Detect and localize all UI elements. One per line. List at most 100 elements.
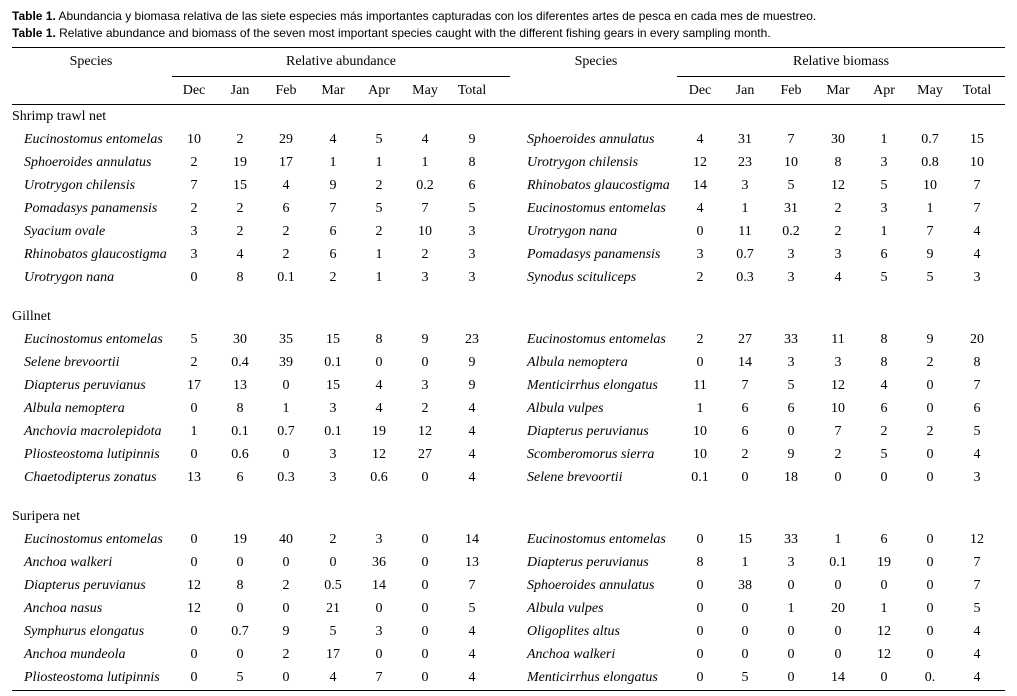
cell-value: 5 (880, 447, 888, 462)
cell-value: 15 (326, 332, 340, 347)
cell-value: 5 (973, 424, 981, 439)
cell-value: 1 (880, 132, 888, 147)
cell-value: 4 (421, 132, 429, 147)
cell-value: 9 (329, 178, 337, 193)
caption-label: Table 1. (12, 9, 56, 23)
cell-value: 1 (375, 247, 383, 262)
month-header: Apr (368, 83, 390, 98)
cell-value: 7 (468, 578, 476, 593)
species-name: Sphoeroides annulatus (24, 155, 152, 170)
cell-value: 10 (693, 447, 707, 462)
cell-value: 12 (418, 424, 432, 439)
cell-value: 6 (236, 470, 244, 485)
cell-value: 19 (877, 555, 891, 570)
cell-value: 9 (282, 624, 290, 639)
cell-value: 5 (741, 670, 749, 685)
cell-value: 2 (696, 270, 704, 285)
cell-value: 9 (421, 332, 429, 347)
cell-value: 5 (468, 601, 476, 616)
cell-value: 12 (831, 378, 845, 393)
species-name: Diapterus peruvianus (527, 555, 649, 570)
cell-value: 0 (880, 470, 888, 485)
cell-value: 5 (236, 670, 244, 685)
species-name: Sphoeroides annulatus (527, 578, 655, 593)
species-name: Menticirrhus elongatus (527, 670, 658, 685)
cell-value: 4 (375, 378, 383, 393)
cell-value: 23 (738, 155, 752, 170)
cell-value: 0.6 (370, 470, 388, 485)
cell-value: 27 (418, 447, 432, 462)
species-name: Diapterus peruvianus (24, 378, 146, 393)
cell-value: 0 (834, 647, 842, 662)
cell-value: 8 (696, 555, 704, 570)
cell-value: 14 (738, 355, 752, 370)
cell-value: 0 (421, 670, 429, 685)
cell-value: 3 (834, 355, 842, 370)
cell-value: 31 (738, 132, 752, 147)
cell-value: 0 (421, 647, 429, 662)
cell-value: 3 (468, 270, 476, 285)
cell-value: 7 (375, 670, 383, 685)
cell-value: 0 (236, 601, 244, 616)
species-name: Scomberomorus sierra (527, 447, 655, 462)
species-name: Anchoa nasus (24, 601, 103, 616)
cell-value: 2 (236, 201, 244, 216)
month-header: Total (962, 83, 992, 98)
cell-value: 3 (880, 155, 888, 170)
cell-value: 2 (834, 201, 842, 216)
species-name: Albula nemoptera (527, 355, 628, 370)
cell-value: 10 (784, 155, 798, 170)
cell-value: 3 (787, 555, 795, 570)
cell-value: 12 (187, 578, 201, 593)
cell-value: 0.2 (416, 178, 434, 193)
cell-value: 7 (973, 201, 981, 216)
cell-value: 9 (468, 132, 476, 147)
cell-value: 8 (468, 155, 476, 170)
cell-value: 0 (787, 670, 795, 685)
cell-value: 4 (468, 624, 476, 639)
cell-value: 0.8 (921, 155, 939, 170)
cell-value: 0.5 (324, 578, 342, 593)
cell-value: 0.3 (736, 270, 754, 285)
cell-value: 14 (465, 532, 479, 547)
month-header: Mar (826, 83, 850, 98)
cell-value: 0 (787, 578, 795, 593)
cell-value: 4 (329, 670, 337, 685)
cell-value: 3 (329, 470, 337, 485)
cell-value: 0 (329, 555, 337, 570)
cell-value: 0 (787, 624, 795, 639)
cell-value: 4 (973, 624, 981, 639)
cell-value: 0 (741, 601, 749, 616)
cell-value: 5 (787, 178, 795, 193)
cell-value: 0 (190, 401, 198, 416)
group-header: Relative abundance (285, 54, 397, 69)
cell-value: 7 (973, 378, 981, 393)
cell-value: 2 (282, 578, 290, 593)
cell-value: 3 (375, 624, 383, 639)
cell-value: 0 (190, 270, 198, 285)
cell-value: 15 (738, 532, 752, 547)
cell-value: 14 (831, 670, 845, 685)
cell-value: 8 (880, 332, 888, 347)
cell-value: 1 (741, 555, 749, 570)
caption-en: Table 1. Relative abundance and biomass … (12, 26, 771, 40)
cell-value: 0 (926, 624, 934, 639)
cell-value: 0.7 (231, 624, 249, 639)
cell-value: 0.1 (324, 355, 342, 370)
cell-value: 8 (236, 401, 244, 416)
cell-value: 12 (877, 647, 891, 662)
cell-value: 0.1 (277, 270, 295, 285)
month-header: Apr (873, 83, 895, 98)
cell-value: 1 (375, 270, 383, 285)
cell-value: 30 (831, 132, 845, 147)
cell-value: 14 (693, 178, 707, 193)
cell-value: 38 (738, 578, 752, 593)
cell-value: 2 (190, 155, 198, 170)
species-name: Oligoplites altus (527, 624, 620, 639)
species-name: Eucinostomus entomelas (24, 132, 163, 147)
cell-value: 6 (741, 424, 749, 439)
cell-value: 3 (190, 247, 198, 262)
cell-value: 1 (880, 601, 888, 616)
cell-value: 2 (421, 247, 429, 262)
cell-value: 12 (877, 624, 891, 639)
